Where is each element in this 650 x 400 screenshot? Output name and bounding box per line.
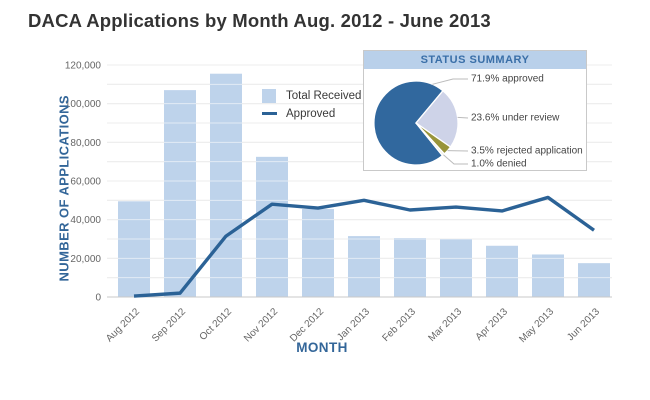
pie-slice-denied bbox=[415, 122, 446, 157]
x-tick-label: Mar 2013 bbox=[426, 306, 464, 344]
status-summary-panel: STATUS SUMMARY 71.9% approved 23.6% under… bbox=[363, 50, 587, 171]
bar-apr-2013 bbox=[486, 245, 518, 297]
bar-jun-2013 bbox=[578, 263, 610, 297]
y-tick-label: 80,000 bbox=[70, 138, 101, 149]
bar-oct-2012 bbox=[210, 73, 242, 297]
legend-item-total-received: Total Received bbox=[262, 88, 361, 103]
bar-mar-2013 bbox=[440, 239, 472, 297]
x-tick-label: Jan 2013 bbox=[335, 306, 372, 343]
bar-aug-2012 bbox=[118, 201, 150, 297]
pie-leader-line bbox=[457, 116, 469, 119]
bar-swatch-icon bbox=[262, 88, 276, 103]
legend: Total Received Approved bbox=[262, 88, 361, 124]
pie-slice-label-denied: 1.0% denied bbox=[471, 158, 527, 170]
x-tick-label: Oct 2012 bbox=[198, 306, 235, 343]
x-tick-label: Jun 2013 bbox=[565, 306, 602, 343]
pie-slice-label-application: 3.5% rejected application bbox=[471, 145, 583, 157]
pie-leader-line bbox=[432, 78, 468, 85]
x-tick-label: Aug 2012 bbox=[104, 306, 142, 344]
chart-title: DACA Applications by Month Aug. 2012 - J… bbox=[28, 10, 491, 31]
status-pie-chart bbox=[373, 78, 469, 166]
x-tick-label: Feb 2013 bbox=[380, 306, 418, 344]
bar-may-2013 bbox=[532, 254, 564, 297]
y-tick-label: 100,000 bbox=[65, 99, 102, 110]
legend-item-approved: Approved bbox=[262, 106, 361, 121]
legend-label-approved: Approved bbox=[286, 107, 336, 120]
y-axis-title: NUMBER OF APPLICATIONS bbox=[56, 95, 72, 282]
y-tick-label: 60,000 bbox=[70, 177, 101, 188]
pie-slice-label-approved: 71.9% approved bbox=[471, 73, 544, 85]
x-tick-label: Sep 2012 bbox=[150, 306, 188, 344]
x-tick-label: May 2013 bbox=[517, 306, 556, 345]
pie-slice-approved bbox=[373, 80, 444, 166]
x-tick-label: Apr 2013 bbox=[474, 306, 511, 343]
pie-slice-label-review: 23.6% under review bbox=[471, 112, 560, 124]
legend-label-total-received: Total Received bbox=[286, 89, 362, 102]
y-tick-label: 40,000 bbox=[70, 215, 101, 226]
y-tick-label: 0 bbox=[95, 293, 101, 304]
bar-jan-2013 bbox=[348, 236, 380, 297]
bar-sep-2012 bbox=[164, 90, 196, 297]
bar-nov-2012 bbox=[256, 156, 288, 297]
pie-leader-line bbox=[443, 154, 468, 165]
line-swatch-icon bbox=[262, 111, 277, 116]
y-tick-label: 120,000 bbox=[65, 61, 102, 72]
x-axis-title: MONTH bbox=[296, 340, 348, 355]
status-summary-title: STATUS SUMMARY bbox=[364, 51, 586, 69]
bar-dec-2012 bbox=[302, 209, 334, 297]
bar-feb-2013 bbox=[394, 238, 426, 297]
x-tick-label: Dec 2012 bbox=[288, 306, 326, 344]
approved-line bbox=[133, 195, 595, 298]
y-tick-label: 20,000 bbox=[70, 254, 101, 265]
x-tick-label: Nov 2012 bbox=[242, 306, 280, 344]
